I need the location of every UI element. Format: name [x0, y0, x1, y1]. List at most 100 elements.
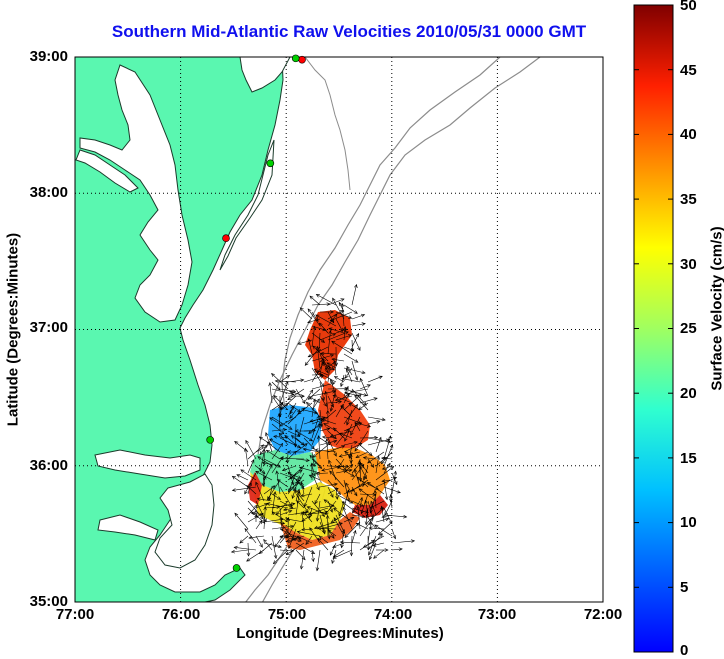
velocity-arrow — [269, 438, 281, 446]
velocity-arrow — [273, 549, 289, 564]
velocity-arrowhead — [284, 402, 289, 407]
velocity-arrowhead — [329, 470, 334, 475]
velocity-arrow — [295, 549, 306, 560]
velocity-arrow — [292, 486, 297, 499]
velocity-arrowhead — [327, 366, 332, 371]
velocity-arrow — [367, 420, 380, 425]
velocity-arrow — [330, 379, 337, 397]
velocity-arrow — [255, 465, 266, 474]
velocity-arrowhead — [368, 521, 373, 526]
velocity-arrowhead — [333, 376, 339, 380]
velocity-arrowhead — [358, 443, 363, 447]
velocity-arrow — [360, 462, 369, 474]
velocity-arrowhead — [268, 382, 272, 387]
velocity-arrowhead — [365, 514, 370, 519]
velocity-arrow — [271, 493, 281, 500]
velocity-arrow — [342, 303, 345, 327]
velocity-arrowhead — [345, 464, 350, 469]
velocity-arrowhead — [338, 522, 343, 526]
velocity-arrowhead — [389, 498, 393, 503]
velocity-arrowhead — [368, 526, 373, 530]
velocity-arrow — [354, 394, 369, 411]
velocity-arrowhead — [410, 539, 416, 543]
velocity-arrowhead — [244, 528, 249, 533]
velocity-arrow — [239, 535, 249, 544]
velocity-arrow — [317, 528, 337, 530]
velocity-arrowhead — [281, 467, 286, 472]
velocity-arrowhead — [273, 395, 278, 399]
velocity-arrowhead — [373, 489, 377, 494]
velocity-arrowhead — [301, 407, 305, 412]
velocity-arrow — [327, 313, 338, 327]
velocity-arrowhead — [382, 456, 387, 461]
velocity-arrowhead — [368, 452, 373, 457]
velocity-arrow — [344, 423, 353, 442]
velocity-arrow — [279, 375, 290, 383]
velocity-arrowhead — [269, 464, 273, 469]
velocity-arrow — [325, 391, 329, 411]
velocity-arrowhead — [305, 458, 310, 463]
velocity-arrowhead — [290, 392, 295, 396]
velocity-arrow — [287, 388, 305, 401]
velocity-arrow — [343, 416, 361, 424]
velocity-arrow — [311, 458, 322, 469]
station-marker — [222, 234, 230, 243]
velocity-arrowhead — [359, 503, 365, 507]
velocity-arrow — [340, 374, 345, 387]
velocity-arrowhead — [358, 406, 363, 411]
velocity-arrowhead — [298, 469, 303, 474]
velocity-arrowhead — [299, 466, 304, 470]
velocity-arrowhead — [273, 554, 278, 559]
station-marker — [232, 564, 241, 572]
velocity-arrow — [378, 521, 393, 535]
velocity-arrowhead — [333, 482, 338, 487]
velocity-arrowhead — [246, 557, 251, 562]
velocity-arrow — [351, 333, 359, 348]
velocity-arrowhead — [304, 361, 309, 366]
velocity-arrow — [351, 530, 356, 544]
velocity-arrowhead — [315, 517, 320, 522]
velocity-arrow — [382, 514, 393, 518]
velocity-arrow — [322, 436, 337, 439]
velocity-arrowhead — [269, 417, 274, 421]
velocity-arrowhead — [259, 515, 264, 520]
velocity-arrow — [375, 457, 387, 467]
velocity-arrowhead — [299, 307, 304, 312]
velocity-arrowhead — [258, 520, 263, 525]
velocity-arrow — [302, 511, 313, 523]
velocity-arrow — [259, 436, 273, 446]
velocity-arrowhead — [276, 464, 282, 468]
velocity-arrow — [287, 470, 303, 481]
velocity-arrow — [363, 465, 369, 481]
velocity-arrowhead — [368, 556, 373, 561]
velocity-arrow — [303, 416, 326, 425]
velocity-arrow — [279, 437, 301, 448]
velocity-arrowhead — [271, 485, 276, 490]
velocity-arrowhead — [308, 430, 313, 435]
velocity-arrow — [341, 528, 345, 548]
velocity-arrowhead — [318, 322, 323, 327]
velocity-arrow — [300, 549, 305, 570]
velocity-arrow — [269, 382, 273, 404]
pamlico-river — [97, 514, 159, 541]
velocity-arrowhead — [330, 519, 335, 523]
velocity-arrowhead — [389, 493, 393, 499]
velocity-arrowhead — [355, 523, 360, 527]
velocity-arrowhead — [360, 510, 365, 515]
velocity-arrowhead — [341, 445, 346, 449]
velocity-arrowhead — [320, 361, 325, 366]
velocity-arrowhead — [294, 429, 299, 433]
velocity-arrowhead — [274, 379, 279, 383]
velocity-arrowhead — [234, 512, 239, 517]
velocity-arrowhead — [266, 502, 271, 506]
velocity-arrowhead — [286, 517, 290, 522]
velocity-arrowhead — [260, 444, 265, 449]
velocity-arrowhead — [333, 427, 337, 432]
velocity-arrowhead — [370, 500, 374, 505]
velocity-arrow — [327, 367, 330, 383]
velocity-arrowhead — [250, 511, 255, 516]
velocity-arrow — [329, 311, 353, 322]
velocity-arrowhead — [310, 445, 315, 450]
velocity-arrow — [333, 427, 345, 439]
velocity-arrowhead — [329, 433, 334, 438]
